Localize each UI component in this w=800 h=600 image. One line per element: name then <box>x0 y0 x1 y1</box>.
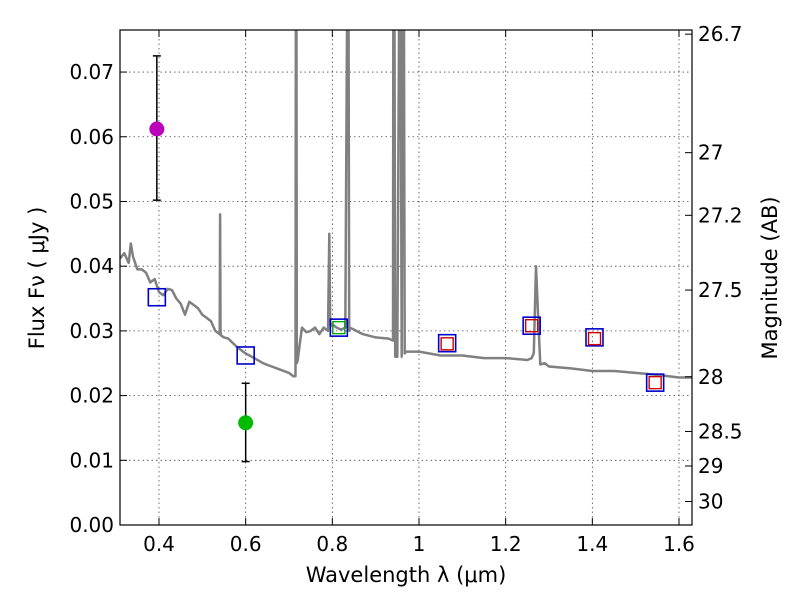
mag-tick-label: 28 <box>698 365 723 389</box>
gridlines <box>120 30 692 526</box>
mag-tick-label: 30 <box>698 490 723 514</box>
mag-tick-label: 27 <box>698 141 723 165</box>
x-tick-label: 0.8 <box>316 532 348 556</box>
y-axis-label: Flux Fν ( μJy ) <box>25 207 49 350</box>
model-photometry-point <box>522 316 541 336</box>
model-photometry-point <box>329 318 349 337</box>
model-photometry-point <box>645 373 665 392</box>
model-photometry-point <box>147 287 167 307</box>
x-tick-label: 1.6 <box>663 532 695 556</box>
axis-ticks: 0.4 0.6 0.8 1 1.2 1.4 1.6 0.00 0.01 0.02 0.03 0.04 0… <box>69 22 742 556</box>
mag-tick-label: 29 <box>698 454 723 478</box>
x-tick-label: 0.6 <box>230 532 262 556</box>
x-tick-label: 1.4 <box>576 532 608 556</box>
y-tick-label: 0.04 <box>69 254 114 278</box>
y-tick-label: 0.07 <box>69 60 114 84</box>
observed-photometry-point <box>332 320 346 335</box>
observed-photometry-point <box>524 319 539 333</box>
model-photometry-point <box>236 346 255 365</box>
y-tick-label: 0.00 <box>69 513 114 537</box>
x-tick-label: 1 <box>413 532 426 556</box>
x-tick-label: 0.4 <box>143 532 175 556</box>
observed-photometry-point <box>587 331 602 346</box>
model-photometry-point <box>585 328 604 347</box>
y-tick-label: 0.01 <box>69 448 114 472</box>
observed-photometry-point <box>648 375 662 390</box>
y-tick-label: 0.02 <box>69 384 114 408</box>
model-photometry-point <box>437 333 457 353</box>
mag-tick-label: 27.5 <box>698 278 743 302</box>
observed-photometry-point <box>440 337 454 351</box>
measured-point <box>238 415 254 431</box>
plot-area <box>120 30 692 463</box>
measured-point <box>149 121 165 137</box>
model-spectrum-line <box>120 30 692 379</box>
y-tick-label: 0.03 <box>69 319 114 343</box>
mag-tick-label: 26.7 <box>698 22 743 46</box>
y-tick-label: 0.05 <box>69 189 114 213</box>
y-tick-label: 0.06 <box>69 125 114 149</box>
plot-frame <box>119 29 693 526</box>
right-axis-label: Magnitude (AB) <box>758 196 782 359</box>
x-axis-label: Wavelength λ (μm) <box>306 563 507 587</box>
mag-tick-label: 28.5 <box>698 419 743 443</box>
x-tick-label: 1.2 <box>490 532 522 556</box>
mag-tick-label: 27.2 <box>698 203 743 227</box>
